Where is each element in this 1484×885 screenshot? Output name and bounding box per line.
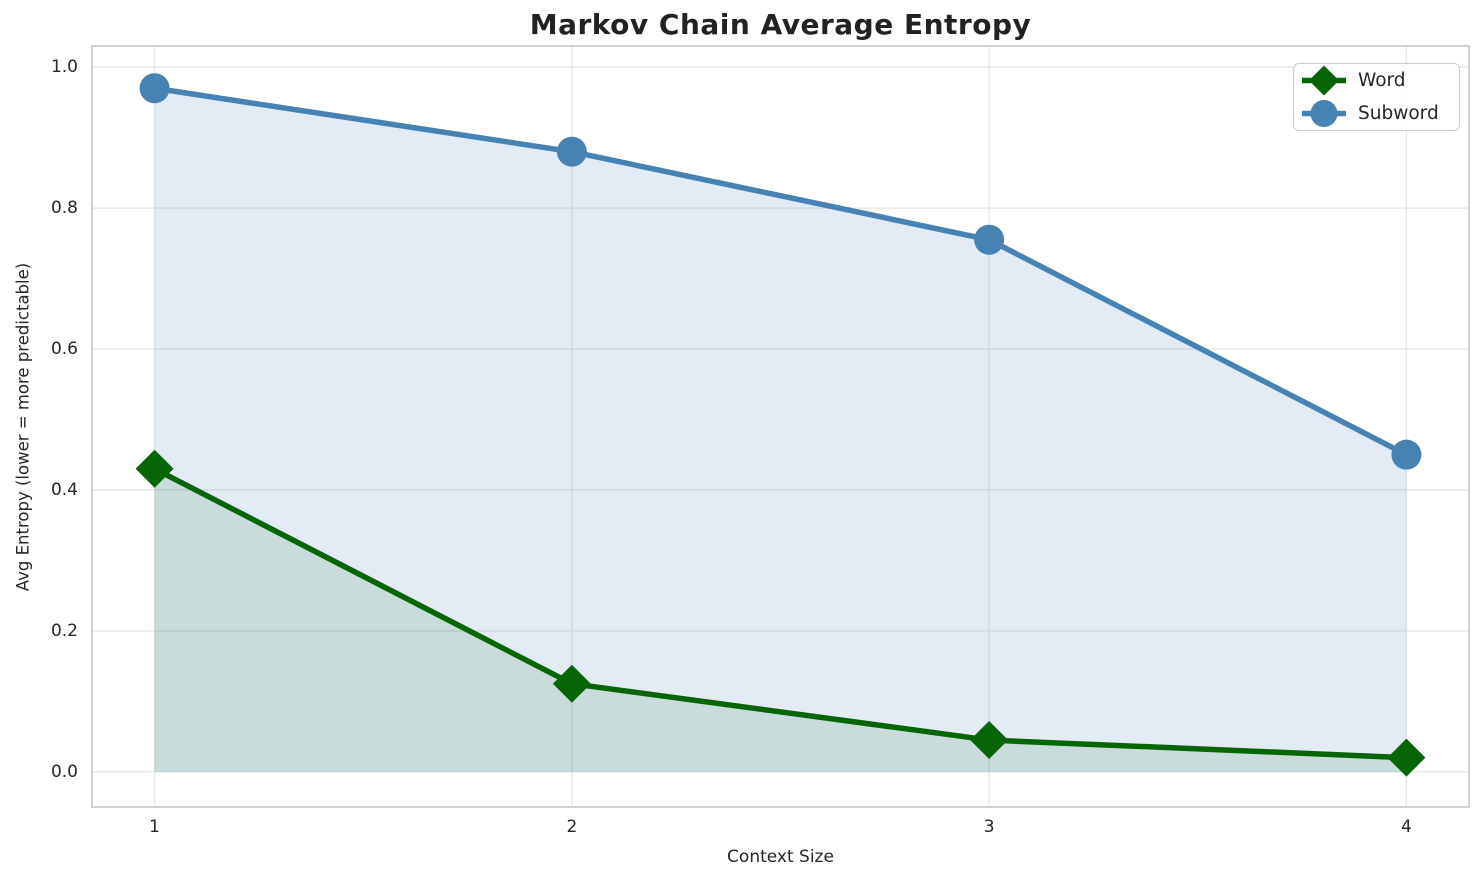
subword-data-point <box>556 136 587 167</box>
subword-data-point <box>1391 439 1422 470</box>
legend-item-word: Word <box>1298 64 1453 97</box>
y-axis-label: Avg Entropy (lower = more predictable) <box>13 262 33 592</box>
subword-data-point <box>139 73 170 104</box>
x-tick-label: 4 <box>1400 817 1412 837</box>
legend-item-subword: Subword <box>1298 97 1453 130</box>
chart-title: Markov Chain Average Entropy <box>529 8 1032 41</box>
subword-series-marker-icon <box>1302 100 1346 127</box>
legend-label-subword: Subword <box>1358 103 1439 124</box>
word-data-point <box>552 664 591 703</box>
y-tick-label: 0.2 <box>50 620 78 641</box>
y-tick-label: 0.6 <box>50 338 78 359</box>
word-data-point <box>1387 738 1426 777</box>
x-axis-label: Context Size <box>727 847 834 867</box>
y-tick-label: 0.4 <box>50 479 78 500</box>
subword-area-fill <box>154 88 1407 772</box>
word-line <box>153 466 1407 761</box>
subword-data-point <box>974 224 1005 255</box>
axes-frame <box>91 45 1470 808</box>
x-tick-label: 1 <box>149 817 160 837</box>
word-series-marker-icon <box>1302 65 1346 96</box>
subword-line <box>154 85 1408 458</box>
legend-label-word: Word <box>1358 70 1406 91</box>
word-data-point <box>135 449 174 488</box>
y-tick-label: 1.0 <box>50 57 78 78</box>
legend: Word Subword <box>1293 63 1460 131</box>
word-data-point <box>970 721 1009 760</box>
y-tick-label: 0.0 <box>50 761 78 782</box>
y-tick-label: 0.8 <box>50 198 78 219</box>
x-tick-label: 2 <box>566 817 578 837</box>
x-tick-label: 3 <box>983 817 995 837</box>
word-area-fill <box>154 468 1407 772</box>
